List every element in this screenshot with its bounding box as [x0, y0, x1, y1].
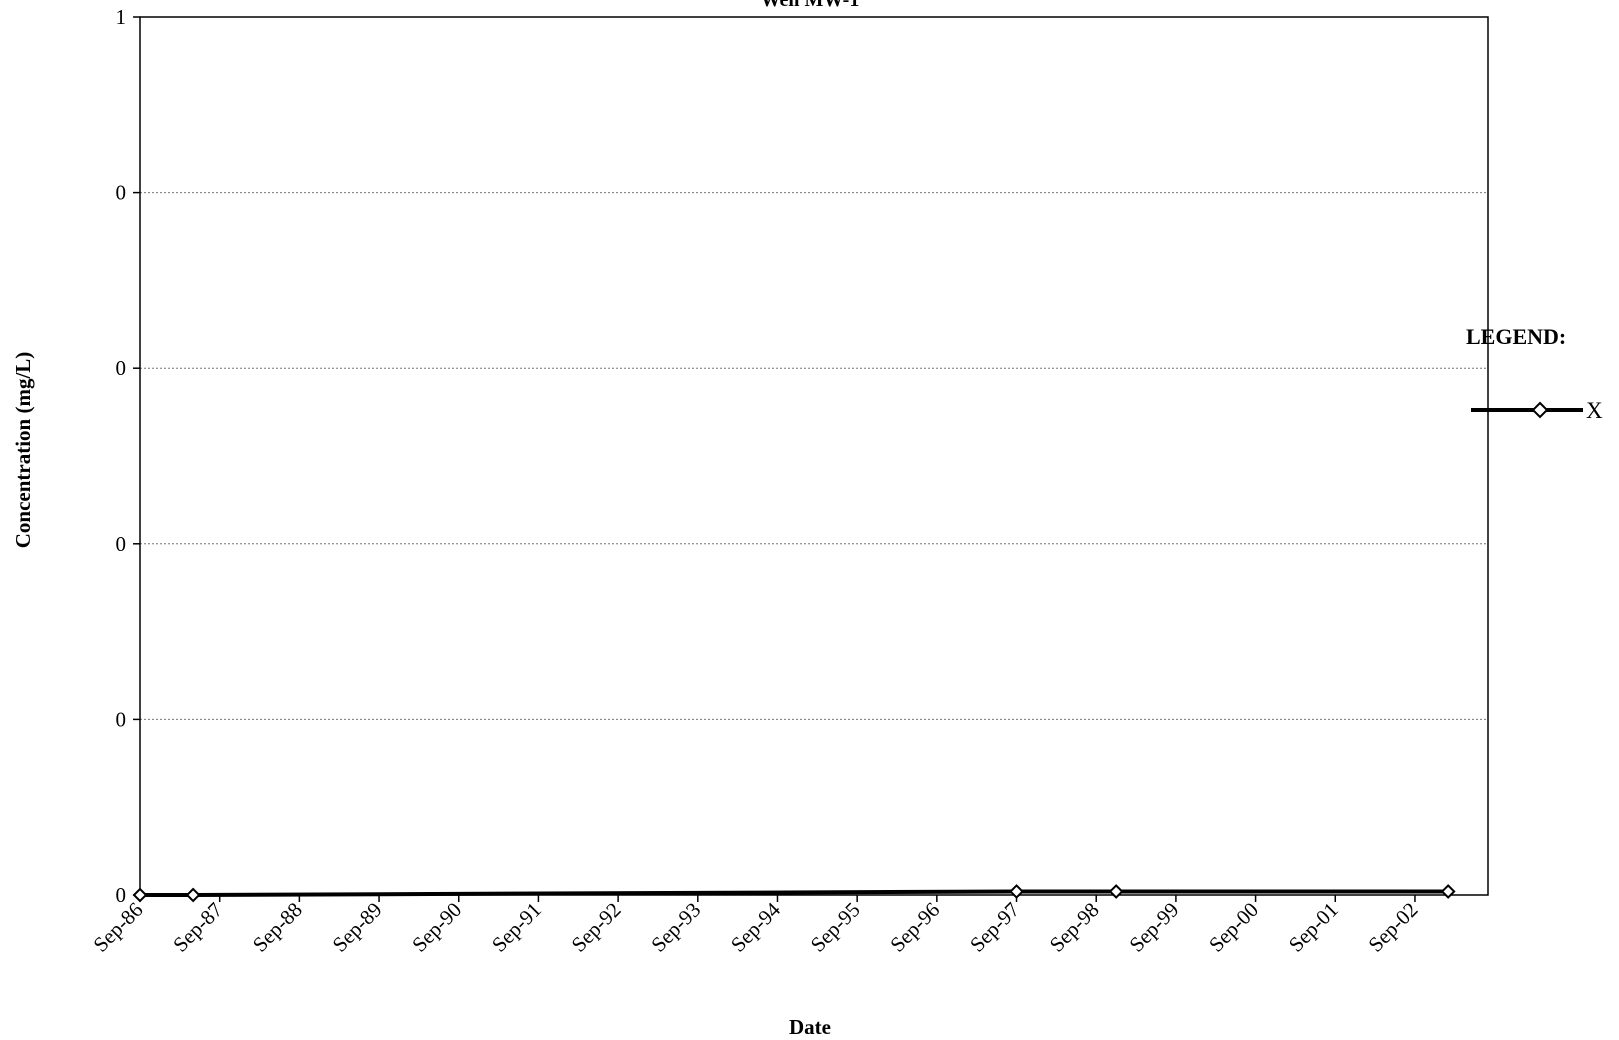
y-tick-label: 1: [116, 5, 127, 29]
x-tick-label: Sep-96: [885, 898, 944, 957]
gridlines: [140, 192, 1488, 720]
data-point-marker: [185, 887, 201, 903]
y-tick-label: 0: [116, 532, 127, 556]
x-axis-title: Date: [789, 1015, 831, 1039]
x-tick-label: Sep-95: [806, 898, 865, 957]
legend: LEGEND: X: [1466, 324, 1603, 423]
legend-title: LEGEND:: [1466, 324, 1566, 349]
chart-title: Well MW-1: [761, 0, 860, 11]
y-axis: 0 0 0 0 0 1: [116, 5, 140, 907]
x-tick-label: Sep-93: [646, 898, 705, 957]
data-point-marker: [1440, 884, 1456, 899]
x-tick-label: Sep-00: [1204, 898, 1263, 957]
y-tick-label: 0: [116, 181, 127, 205]
x-axis: Sep-86 Sep-87 Sep-88 Sep-89 Sep-90 Sep-91 Sep-…: [88, 895, 1422, 957]
x-tick-label: Sep-02: [1363, 898, 1422, 957]
legend-marker-diamond: [1531, 401, 1549, 419]
x-tick-label: Sep-91: [487, 898, 546, 957]
x-tick-label: Sep-97: [965, 898, 1024, 957]
x-tick-label: Sep-90: [407, 898, 466, 957]
x-tick-label: Sep-99: [1124, 898, 1183, 957]
data-point-marker: [1108, 884, 1124, 899]
x-tick-label: Sep-01: [1284, 898, 1343, 957]
y-tick-label: 0: [116, 883, 127, 907]
x-tick-label: Sep-87: [168, 898, 227, 957]
plot-area: [139, 16, 1489, 896]
data-point-marker: [132, 887, 148, 903]
legend-label-x: X: [1586, 398, 1603, 423]
y-tick-label: 0: [116, 707, 127, 731]
x-tick-label: Sep-98: [1045, 898, 1104, 957]
data-point-marker: [1009, 884, 1024, 899]
y-tick-label: 0: [116, 356, 127, 380]
series-group: [132, 884, 1456, 903]
x-tick-label: Sep-92: [567, 898, 626, 957]
y-axis-title: Concentration (mg/L): [11, 352, 35, 549]
x-tick-label: Sep-88: [248, 898, 307, 957]
x-tick-label: Sep-89: [328, 898, 387, 957]
x-tick-label: Sep-94: [726, 897, 785, 956]
